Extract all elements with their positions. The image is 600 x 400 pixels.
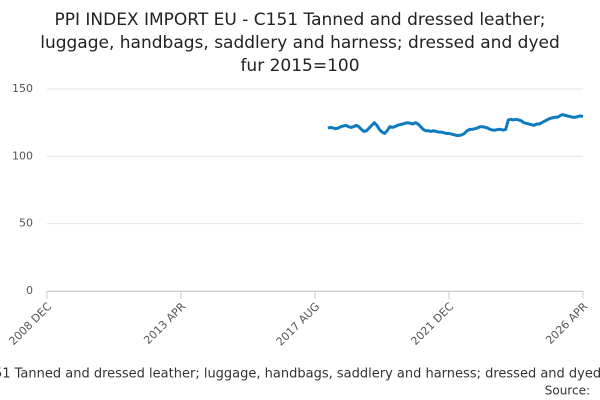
data-line [327,113,584,137]
chart-title: luggage, handbags, saddlery and harness;… [40,33,560,53]
source: Source: [545,384,590,398]
y-tick-label: 100 [12,149,33,162]
y-tick-label: 150 [12,82,33,95]
y-tick-label: 50 [19,217,33,230]
y-tick-label: 0 [26,284,33,297]
chart-title: PPI INDEX IMPORT EU - C151 Tanned and dr… [54,10,545,30]
chart-title: fur 2015=100 [240,56,359,76]
legend-label: C151 Tanned and dressed leather; luggage… [0,367,600,382]
